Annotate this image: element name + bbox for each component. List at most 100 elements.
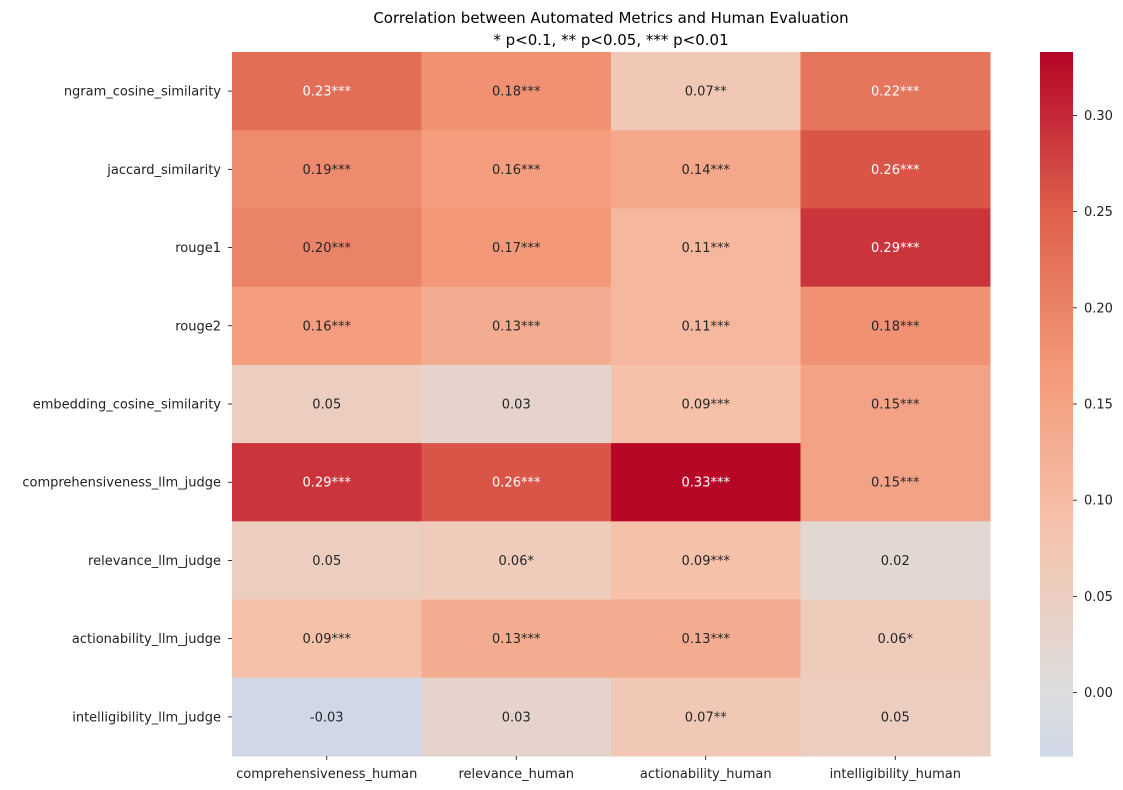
cell-annotation: 0.09*** xyxy=(682,398,731,413)
colorbar-segment xyxy=(1040,87,1073,92)
heatmap-cell xyxy=(232,286,422,366)
colorbar-segment xyxy=(1040,523,1073,528)
cell-annotation: 0.16*** xyxy=(492,163,541,178)
colorbar-segment xyxy=(1040,305,1073,310)
column-label: intelligibility_human xyxy=(830,767,961,782)
colorbar-segment xyxy=(1040,55,1073,60)
colorbar-segment xyxy=(1040,393,1073,398)
column-label: relevance_human xyxy=(458,767,574,782)
colorbar-segment xyxy=(1040,263,1073,268)
colorbar-segment xyxy=(1040,280,1073,285)
colorbar-segment xyxy=(1040,516,1073,521)
colorbar-segment xyxy=(1040,696,1073,701)
colorbar-segment xyxy=(1040,727,1073,732)
colorbar-segment xyxy=(1040,270,1073,275)
cell-annotation: 0.15*** xyxy=(871,476,920,491)
cell-annotation: 0.18*** xyxy=(492,85,541,100)
colorbar-tick-label: 0.25 xyxy=(1084,205,1113,220)
heatmap-cell xyxy=(421,208,612,288)
colorbar-segment xyxy=(1040,125,1073,131)
heatmap-cell xyxy=(800,208,991,288)
colorbar-segment xyxy=(1040,506,1073,511)
heatmap-cell xyxy=(421,599,612,679)
colorbar-segment xyxy=(1040,421,1073,426)
colorbar-segment xyxy=(1040,140,1073,145)
colorbar-segment xyxy=(1040,316,1073,321)
heatmap-cell xyxy=(232,443,422,522)
cell-annotation: 0.16*** xyxy=(303,319,352,334)
colorbar-segment xyxy=(1040,386,1073,391)
colorbar-segment xyxy=(1040,192,1073,197)
row-label: ngram_cosine_similarity xyxy=(64,85,221,100)
colorbar-segment xyxy=(1040,499,1073,504)
colorbar-segment xyxy=(1040,562,1073,567)
colorbar-segment xyxy=(1040,720,1073,725)
heatmap-cell xyxy=(421,286,612,366)
colorbar-segment xyxy=(1040,249,1073,254)
colorbar-segment xyxy=(1040,400,1073,405)
colorbar-segment xyxy=(1040,333,1073,338)
colorbar-segment xyxy=(1040,432,1073,437)
colorbar-segment xyxy=(1040,62,1073,67)
colorbar-segment xyxy=(1040,404,1073,409)
colorbar-segment xyxy=(1040,551,1073,556)
colorbar-segment xyxy=(1040,379,1073,384)
colorbar-segment xyxy=(1040,671,1073,676)
heatmap-cell xyxy=(421,364,612,444)
colorbar-segment xyxy=(1040,513,1073,518)
cell-annotation: 0.05 xyxy=(881,710,910,725)
heatmap-cell xyxy=(421,130,612,209)
colorbar-segment xyxy=(1040,150,1073,155)
colorbar-segment xyxy=(1040,611,1073,616)
colorbar-segment xyxy=(1040,76,1073,81)
colorbar-segment xyxy=(1040,330,1073,335)
colorbar-segment xyxy=(1040,731,1073,736)
cell-annotation: 0.29*** xyxy=(871,241,920,256)
colorbar-segment xyxy=(1040,287,1073,292)
colorbar-segment xyxy=(1040,414,1073,419)
colorbar-segment xyxy=(1040,488,1073,493)
colorbar-segment xyxy=(1040,541,1073,546)
cell-annotation: 0.26*** xyxy=(871,163,920,178)
colorbar-segment xyxy=(1040,340,1073,345)
colorbar-segment xyxy=(1040,389,1073,395)
colorbar-segment xyxy=(1040,210,1073,215)
colorbar-segment xyxy=(1040,161,1073,166)
colorbar: 0.00 0.05 0.10 0.15 0.20 0.25 0.30 xyxy=(1040,52,1113,757)
colorbar-segment xyxy=(1040,175,1073,180)
cell-annotation: 0.07** xyxy=(685,85,727,100)
colorbar-segment xyxy=(1040,83,1073,88)
colorbar-segment xyxy=(1040,657,1073,662)
colorbar-segment xyxy=(1040,238,1073,243)
heatmap-cell xyxy=(800,52,991,131)
heatmap-cell xyxy=(800,443,991,522)
heatmap-cell xyxy=(421,521,612,601)
colorbar-segment xyxy=(1040,748,1073,754)
colorbar-segment xyxy=(1040,319,1073,324)
colorbar-segment xyxy=(1040,738,1073,743)
row-label: comprehensiveness_llm_judge xyxy=(22,476,221,491)
colorbar-segment xyxy=(1040,682,1073,687)
heatmap-cell xyxy=(611,52,801,131)
colorbar-segment xyxy=(1040,178,1073,183)
colorbar-segment xyxy=(1040,147,1073,152)
colorbar-segment xyxy=(1040,639,1073,644)
heatmap-cell xyxy=(421,52,612,131)
colorbar-segment xyxy=(1040,446,1073,451)
colorbar-segment xyxy=(1040,618,1073,623)
heatmap-cell xyxy=(611,677,801,757)
colorbar-segment xyxy=(1040,256,1073,261)
colorbar-segment xyxy=(1040,213,1073,219)
colorbar-segment xyxy=(1040,745,1073,750)
colorbar-segment xyxy=(1040,66,1073,71)
colorbar-segment xyxy=(1040,643,1073,648)
heatmap-cell xyxy=(611,208,801,288)
colorbar-segment xyxy=(1040,435,1073,440)
cell-annotation: 0.29*** xyxy=(303,476,352,491)
colorbar-segment xyxy=(1040,470,1073,475)
colorbar-segment xyxy=(1040,442,1073,447)
colorbar-segment xyxy=(1040,344,1073,349)
heatmap-cell xyxy=(800,364,991,444)
row-label: jaccard_similarity xyxy=(106,163,221,178)
